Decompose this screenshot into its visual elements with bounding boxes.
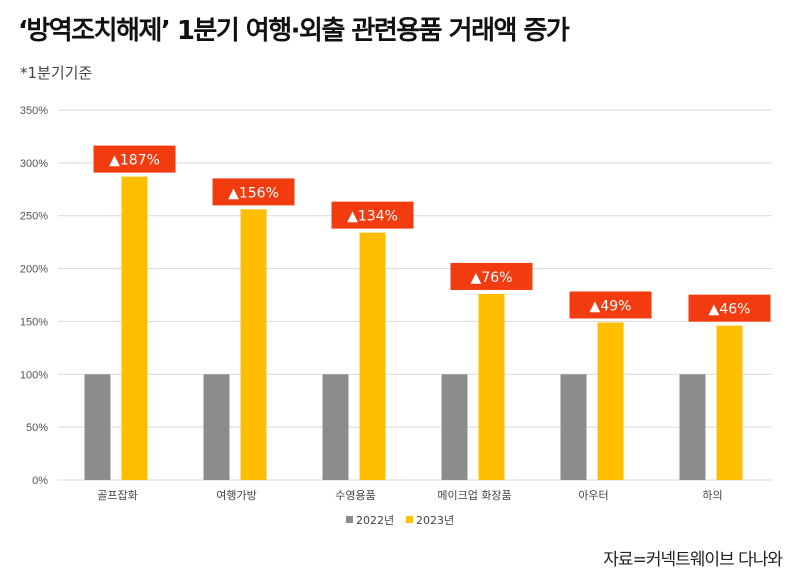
- legend-swatch-2022: [346, 516, 353, 523]
- y-tick-label: 100%: [20, 369, 48, 381]
- source-note: 자료=커넥트웨이브 다나와: [603, 550, 783, 570]
- chart-title: ‘방역조치해제’ 1분기 여행·외출 관련용품 거래액 증가: [18, 16, 570, 46]
- y-tick-label: 50%: [26, 422, 48, 434]
- y-tick-label: 250%: [20, 211, 48, 223]
- category-label: 여행가방: [216, 489, 256, 502]
- y-tick-label: 0%: [32, 475, 48, 487]
- legend-label-2022: 2022년: [356, 514, 394, 527]
- legend-label-2023: 2023년: [416, 514, 454, 527]
- increase-label-box: [331, 201, 414, 229]
- bar-2023: [359, 232, 386, 480]
- bar-2023: [240, 209, 267, 480]
- bar-2022: [203, 374, 230, 480]
- category-label: 수영용품: [335, 489, 375, 502]
- bar-2022: [84, 374, 111, 480]
- y-tick-label: 350%: [20, 105, 48, 117]
- bar-2023: [597, 322, 624, 480]
- increase-label: ▲134%: [347, 209, 398, 225]
- bar-2022: [441, 374, 468, 480]
- increase-label: ▲76%: [471, 270, 513, 286]
- category-label: 메이크업 화장품: [437, 489, 511, 502]
- bar-2022: [322, 374, 349, 480]
- category-label: 하의: [702, 488, 722, 502]
- y-tick-label: 300%: [20, 158, 48, 170]
- increase-label: ▲156%: [228, 185, 279, 201]
- category-label: 골프잡화: [97, 489, 137, 502]
- increase-label-box: [688, 294, 771, 322]
- y-tick-label: 200%: [20, 264, 48, 276]
- bar-2022: [679, 374, 706, 480]
- increase-label: ▲187%: [109, 153, 160, 169]
- increase-label-box: [212, 178, 295, 206]
- increase-label: ▲49%: [590, 298, 632, 314]
- legend-swatch-2023: [406, 516, 413, 523]
- increase-label-box: [450, 262, 533, 290]
- chart-subtitle: *1분기기준: [20, 64, 93, 82]
- bar-2023: [716, 325, 743, 480]
- increase-label-box: [93, 145, 176, 173]
- bar-2023: [478, 293, 505, 480]
- bar-2023: [121, 176, 148, 480]
- bar-2022: [560, 374, 587, 480]
- increase-label-box: [569, 291, 652, 319]
- y-tick-label: 150%: [20, 316, 48, 328]
- category-label: 아우터: [578, 489, 608, 502]
- increase-label: ▲46%: [709, 302, 751, 318]
